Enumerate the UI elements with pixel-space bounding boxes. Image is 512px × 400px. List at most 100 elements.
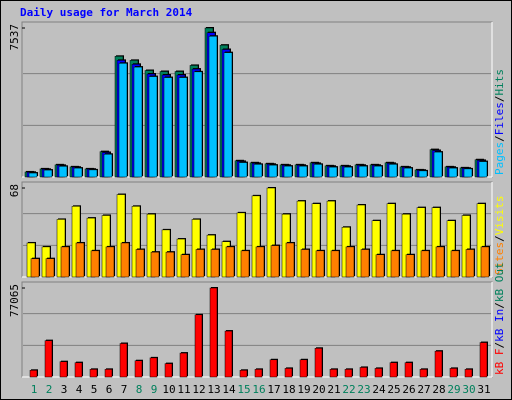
bar [195,249,205,278]
bar [463,168,473,178]
x-tick-label: 26 [402,383,415,396]
bar [359,367,368,378]
bar [223,52,233,178]
bar [314,348,323,378]
x-tick-label: 4 [76,383,83,396]
bar [135,249,145,278]
bar [119,343,128,378]
bar [194,314,203,378]
legend: Sites/Visits [493,196,506,276]
bar [165,251,175,278]
legend-entry: kB F [493,349,506,376]
bar [89,369,98,378]
bar [420,250,430,278]
bar [150,251,160,278]
bar [45,258,55,278]
bar [149,357,158,378]
bar [90,250,100,278]
bar [389,362,398,378]
x-tick-label: 11 [177,383,190,396]
bar [239,370,248,378]
x-tick-label: 27 [417,383,430,396]
bar [75,242,85,278]
bar [120,242,130,278]
bar [29,370,38,378]
x-tick-label: 8 [136,383,143,396]
x-tick-label: 29 [447,383,460,396]
x-tick-label: 23 [357,383,370,396]
bar [210,249,220,278]
y-tick-label: 68 [8,184,21,197]
bar [343,166,353,178]
legend-separator: / [493,342,506,349]
x-tick-label: 2 [46,383,53,396]
bar [479,342,488,378]
x-tick-label: 25 [387,383,400,396]
legend-entry: Sites [493,242,506,275]
bar [390,250,400,278]
bar [255,246,265,278]
bar [209,287,218,378]
x-tick-label: 14 [222,383,236,396]
bar [73,167,83,178]
bar [269,359,278,378]
bar [283,165,293,178]
x-tick-label: 1 [31,383,38,396]
x-tick-label: 22 [342,383,355,396]
bar [59,361,68,378]
bar [28,172,38,178]
bar [328,166,338,178]
bar [60,246,70,278]
legend-separator: / [493,96,506,103]
bar [133,66,143,178]
bar [105,246,115,278]
x-tick-label: 20 [312,383,325,396]
bar [164,363,173,378]
x-tick-label: 7 [121,383,128,396]
x-tick-label: 15 [237,383,250,396]
y-tick-label: 77065 [8,284,21,317]
legend: Pages/Files/Hits [493,69,506,175]
panel [21,21,493,178]
bar [240,250,250,278]
x-tick-label: 6 [106,383,113,396]
bar [118,63,128,178]
legend-entry: Pages [493,142,506,175]
bar [178,77,188,178]
legend: kB F/kB In/kB Out [493,262,506,375]
legend-separator: / [493,235,506,242]
bar [224,330,233,378]
bar [448,167,458,178]
bar [88,169,98,178]
bar [315,250,325,278]
bar [299,359,308,378]
x-tick-label: 13 [207,383,220,396]
bar [450,250,460,278]
x-tick-label: 21 [327,383,340,396]
bar [465,249,475,278]
bar [358,165,368,178]
bar [43,169,53,178]
bar [180,254,190,278]
bar [103,154,113,178]
bar [238,162,248,178]
x-tick-label: 24 [372,383,386,396]
bar [148,76,158,178]
bar [163,77,173,178]
bar [329,369,338,378]
x-tick-label: 9 [151,383,158,396]
bar [330,250,340,278]
bar [300,249,310,278]
bar [179,352,188,378]
x-tick-label: 17 [267,383,280,396]
bar [435,246,445,278]
bar [478,161,488,178]
legend-entry: Files [493,102,506,135]
x-tick-label: 16 [252,383,265,396]
x-tick-label: 10 [162,383,175,396]
bar [373,165,383,178]
x-tick-label: 30 [462,383,475,396]
x-tick-label: 28 [432,383,445,396]
legend-entry: Hits [493,69,506,96]
